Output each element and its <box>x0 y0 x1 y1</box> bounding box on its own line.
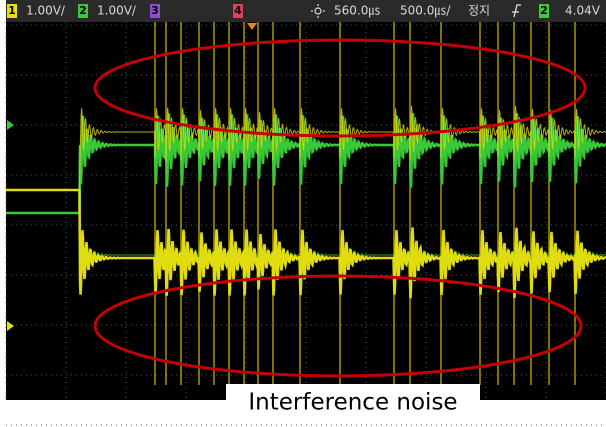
annotation: Interference noise <box>248 390 457 416</box>
ch3-label: 3 <box>151 4 159 17</box>
delay: 560.0㎲ <box>334 4 380 18</box>
run-status: 정지 <box>468 4 490 18</box>
ch2-scale: 1.00V/ <box>97 4 137 18</box>
display <box>6 22 606 400</box>
trigger-source: 2 <box>540 4 548 17</box>
ch1-scale: 1.00V/ <box>26 4 66 18</box>
ch4-label: 4 <box>234 4 242 17</box>
ch1-label: 1 <box>8 4 16 17</box>
ch2-label: 2 <box>79 4 87 17</box>
timebase: 500.0㎲/ <box>400 4 451 18</box>
oscilloscope-screen: 1 1.00V/ 2 1.00V/ 3 4 560.0㎲ 500.0㎲/ 정지 … <box>0 0 606 427</box>
trigger-level: 4.04V <box>565 4 601 18</box>
